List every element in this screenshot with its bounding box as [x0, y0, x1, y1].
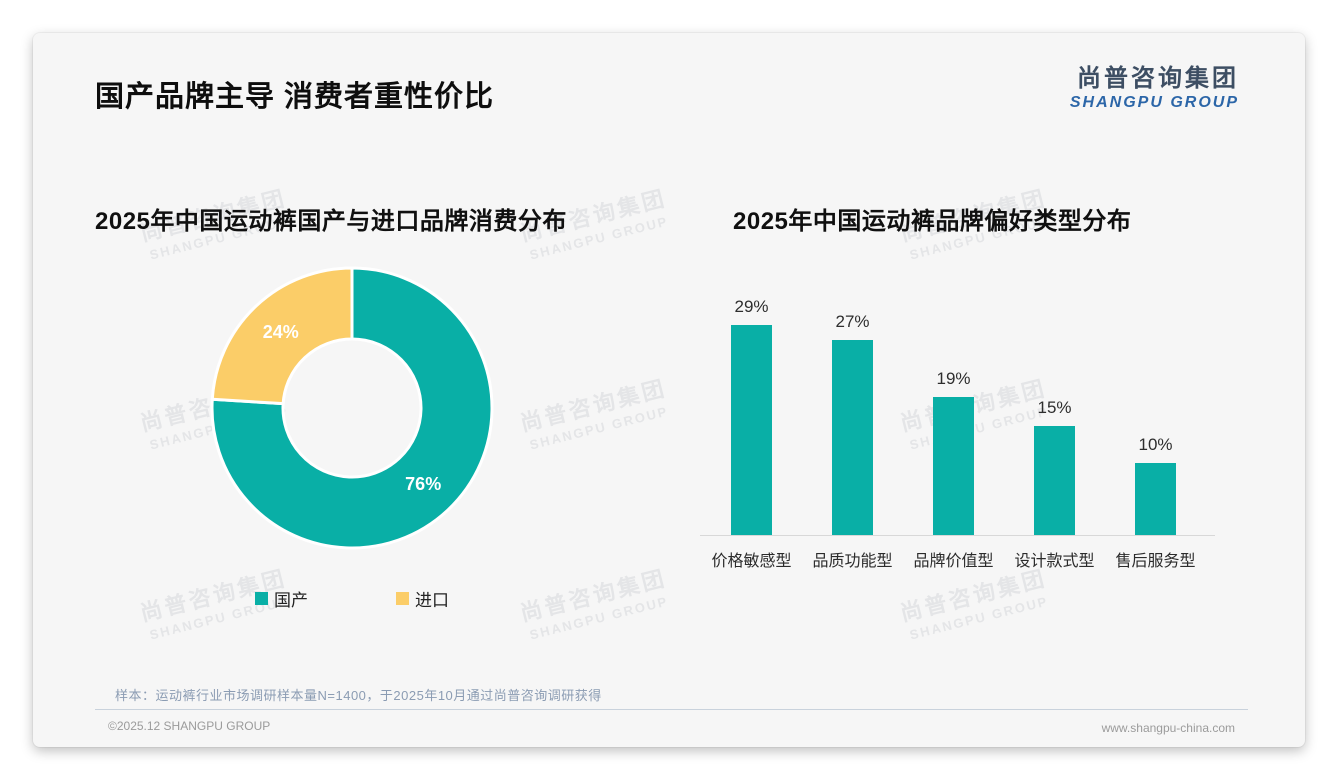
legend-item-进口: 进口	[396, 586, 449, 611]
donut-value-label: 76%	[405, 474, 441, 494]
bar-category-label: 品质功能型	[812, 553, 893, 570]
bar-category-label: 品牌价值型	[913, 553, 994, 570]
company-logo: 尚普咨询集团 SHANGPU GROUP	[1070, 58, 1239, 112]
footer-copyright: ©2025.12 SHANGPU GROUP	[108, 719, 271, 733]
bar-品质功能型	[832, 340, 873, 535]
slide-card: 尚普咨询集团 SHANGPU GROUP 尚普咨询集团 SHANGPU GROUP 尚普…	[33, 33, 1305, 747]
bar-价格敏感型	[731, 325, 772, 535]
bar-value-label: 10%	[1138, 435, 1173, 454]
bar-品牌价值型	[933, 397, 974, 535]
donut-value-label: 24%	[263, 322, 299, 342]
logo-chinese-text: 尚普咨询集团	[1077, 65, 1239, 92]
donut-slice-国产	[210, 266, 494, 550]
bar-category-label: 设计款式型	[1014, 553, 1095, 570]
legend-swatch	[255, 592, 268, 605]
bar-plot: 29% 27% 19% 15% 10%	[700, 283, 1215, 536]
bar-设计款式型	[1034, 426, 1075, 535]
donut-slice-进口	[210, 266, 354, 406]
donut-legend: 国产 进口	[255, 586, 449, 611]
bar-category-label: 售后服务型	[1115, 553, 1196, 570]
bar-value-label: 29%	[734, 297, 769, 316]
donut-svg: 76% 24%	[210, 266, 494, 550]
bar-value-label: 27%	[835, 312, 870, 331]
logo-english-text: SHANGPU GROUP	[1069, 94, 1239, 111]
footer-website: www.shangpu-china.com	[1101, 721, 1235, 735]
bar-category-label: 价格敏感型	[711, 553, 792, 570]
legend-label: 国产	[274, 591, 308, 610]
bar-value-label: 19%	[936, 369, 971, 388]
legend-item-国产: 国产	[255, 586, 308, 611]
bar-value-label: 15%	[1037, 398, 1072, 417]
page-title: 国产品牌主导 消费者重性价比	[95, 81, 495, 113]
footer-divider	[95, 709, 1248, 710]
legend-swatch	[396, 592, 409, 605]
sample-note: 样本：运动裤行业市场调研样本量N=1400，于2025年10月通过尚普咨询调研获…	[115, 688, 602, 703]
legend-label: 进口	[415, 591, 449, 610]
donut-chart-title: 2025年中国运动裤国产与进口品牌消费分布	[95, 208, 567, 235]
bar-售后服务型	[1135, 463, 1176, 535]
bar-chart-title: 2025年中国运动裤品牌偏好类型分布	[733, 208, 1132, 235]
